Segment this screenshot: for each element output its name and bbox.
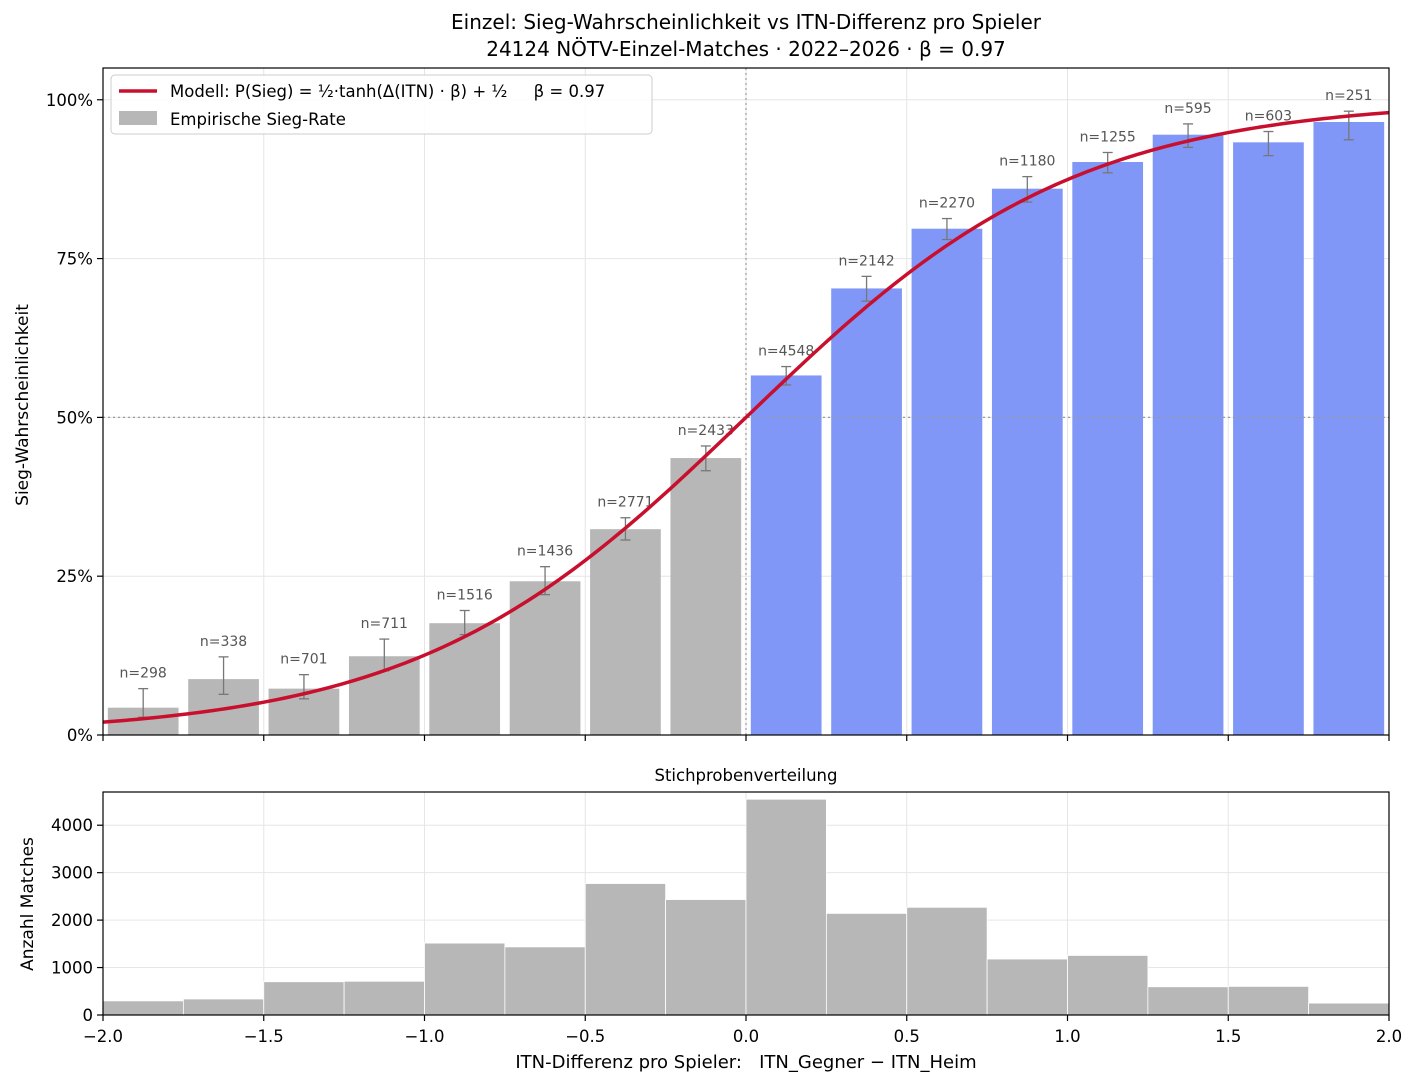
legend-bars-swatch <box>119 111 157 125</box>
win-rate-bar <box>991 188 1063 735</box>
win-rate-bar <box>590 529 661 735</box>
bottom-x-tick-label: 2.0 <box>1376 1027 1402 1046</box>
sample-size-label: n=1436 <box>517 544 573 560</box>
sample-size-label: n=338 <box>200 634 247 650</box>
win-rate-bar <box>1152 134 1224 735</box>
histogram-bar <box>504 946 586 1016</box>
histogram-bar <box>1308 1002 1390 1016</box>
legend-box <box>110 74 653 135</box>
win-rate-bar <box>1072 162 1144 735</box>
bottom-y-ticks: 0 1000 2000 3000 4000 <box>51 816 103 1025</box>
sample-size-labels: n=298 n=338 n=701 n=711 n=1516 n=1436 n=2771 n=… <box>120 88 1373 681</box>
histogram-bar <box>1067 955 1149 1016</box>
win-rate-bars <box>107 121 1385 735</box>
bottom-x-tick-label: −1.5 <box>244 1027 284 1046</box>
bottom-x-tick-label: −0.5 <box>565 1027 605 1046</box>
figure-title-line2: 24124 NÖTV-Einzel-Matches · 2022–2026 · … <box>486 37 1006 61</box>
top-x-ticks <box>102 735 1390 741</box>
bottom-y-tick-label: 4000 <box>51 816 93 835</box>
reference-lines <box>103 68 1389 735</box>
win-rate-bar <box>831 288 902 735</box>
sample-size-label: n=4548 <box>758 344 814 360</box>
top-y-tick-label: 50% <box>56 408 93 427</box>
histogram-bar <box>745 798 827 1016</box>
legend-model-label: Modell: P(Sieg) = ½·tanh(Δ(ITN) · β) + ½… <box>170 82 605 101</box>
bottom-y-tick-label: 1000 <box>51 959 93 978</box>
sample-size-label: n=711 <box>361 616 408 632</box>
sample-size-label: n=1255 <box>1080 129 1136 145</box>
sample-size-label: n=2433 <box>678 423 734 439</box>
histogram-bar <box>1227 985 1310 1016</box>
bottom-x-tick-label: −2.0 <box>83 1027 123 1046</box>
sample-size-label: n=1516 <box>437 587 493 603</box>
win-rate-bar <box>750 375 822 735</box>
bottom-y-tick-label: 3000 <box>51 864 93 883</box>
histogram-bar <box>102 1000 184 1016</box>
win-rate-bar <box>429 623 501 735</box>
histogram-bar <box>182 998 265 1016</box>
top-y-tick-label: 0% <box>67 726 93 745</box>
model-curve <box>102 110 1390 724</box>
sample-size-label: n=595 <box>1164 101 1211 117</box>
win-rate-bar <box>911 228 983 735</box>
histogram-bar <box>906 906 988 1016</box>
sample-distribution-panel: Stichprobenverteilung 01000200030004000 … <box>18 766 1402 1073</box>
bottom-x-tick-label: 1.0 <box>1054 1027 1080 1046</box>
bottom-y-axis-label: Anzahl Matches <box>18 837 38 971</box>
histogram-bar <box>986 958 1068 1016</box>
bottom-y-tick-label: 0 <box>83 1006 94 1025</box>
histogram-bar <box>343 980 425 1016</box>
bottom-x-ticks: −2.0 −1.5 −1.0 −0.5 0.0 0.5 1.0 1.5 2.0 <box>83 1015 1402 1046</box>
histogram-bar <box>825 912 908 1016</box>
bottom-x-tick-label: −1.0 <box>404 1027 444 1046</box>
sample-size-label: n=2270 <box>919 196 975 212</box>
top-y-tick-label: 75% <box>56 250 93 269</box>
histogram-bar <box>263 981 345 1016</box>
histogram-bar <box>424 942 506 1016</box>
histogram-bar <box>665 899 747 1016</box>
legend: Modell: P(Sieg) = ½·tanh(Δ(ITN) · β) + ½… <box>110 74 653 135</box>
bottom-panel-title: Stichprobenverteilung <box>654 766 837 785</box>
x-axis-label: ITN-Differenz pro Spieler: ITN_Gegner − … <box>515 1052 976 1073</box>
histogram-bar <box>584 883 667 1016</box>
sample-size-label: n=1180 <box>999 154 1055 170</box>
sample-size-label: n=2142 <box>838 253 894 269</box>
sample-size-label: n=701 <box>280 652 327 668</box>
bottom-y-tick-label: 2000 <box>51 911 93 930</box>
sample-size-label: n=251 <box>1325 88 1372 104</box>
bottom-x-tick-label: 0.5 <box>894 1027 920 1046</box>
top-y-tick-label: 100% <box>46 91 93 110</box>
histogram-bars <box>102 798 1390 1016</box>
win-rate-bar <box>1313 121 1385 735</box>
top-y-axis-label: Sieg-Wahrscheinlichkeit <box>13 304 33 506</box>
win-rate-bar <box>1233 142 1304 735</box>
sample-size-label: n=603 <box>1245 109 1292 125</box>
bottom-x-tick-label: 0.0 <box>733 1027 759 1046</box>
top-y-ticks: 0% 25% 50% 75% 100% <box>46 91 103 745</box>
legend-bars-label: Empirische Sieg-Rate <box>170 110 346 129</box>
win-rate-bar <box>670 458 742 735</box>
win-rate-bar <box>509 581 581 735</box>
sample-size-label: n=2771 <box>597 495 653 511</box>
bottom-x-tick-label: 1.5 <box>1215 1027 1241 1046</box>
histogram-bar <box>1147 986 1229 1016</box>
win-probability-panel: n=298 n=338 n=701 n=711 n=1516 n=1436 n=2771 n=… <box>13 67 1390 745</box>
figure-title-line1: Einzel: Sieg-Wahrscheinlichkeit vs ITN-D… <box>451 10 1042 34</box>
sample-size-label: n=298 <box>120 666 167 682</box>
top-y-tick-label: 25% <box>56 567 93 586</box>
